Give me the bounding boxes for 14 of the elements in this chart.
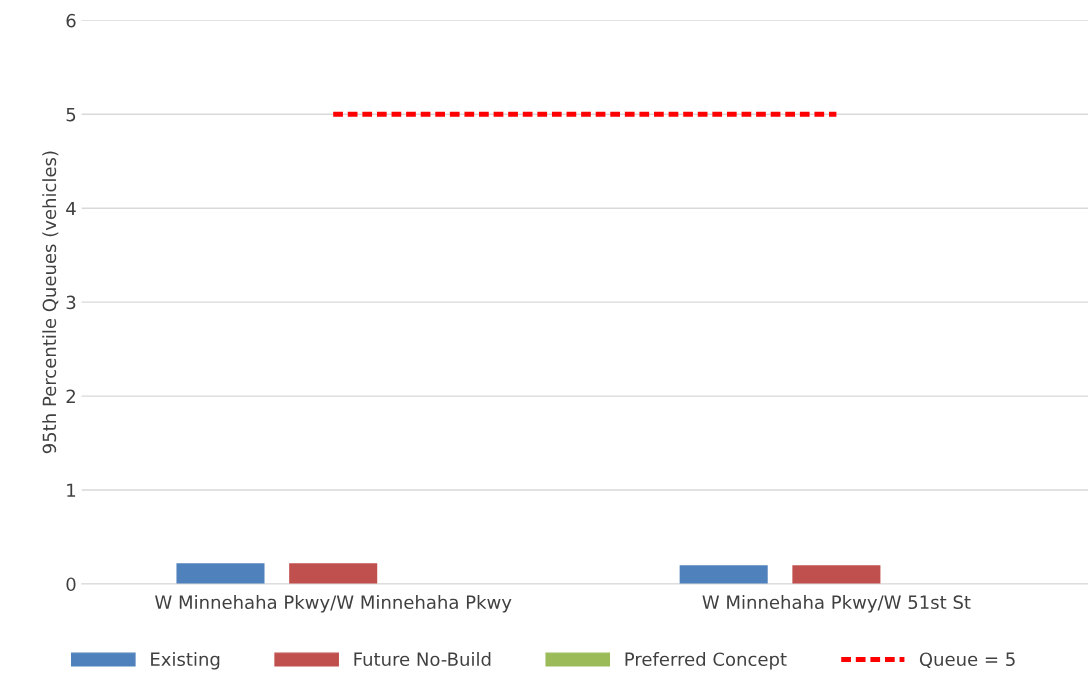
- x-tick-label: W Minnehaha Pkwy/W 51st St: [702, 595, 971, 613]
- legend-label: Queue = 5: [919, 652, 1015, 669]
- legend-label: Future No-Build: [354, 652, 491, 667]
- y-tick-label: 5: [66, 107, 76, 122]
- y-tick-label: 2: [66, 389, 75, 403]
- y-tick-label: 0: [66, 577, 76, 592]
- y-axis-title: 95th Percentile Queues (vehicles): [42, 151, 59, 454]
- y-tick-label: 3: [66, 295, 76, 310]
- legend-label: Preferred Concept: [625, 652, 787, 670]
- y-tick-label: 1: [67, 483, 76, 497]
- x-tick-label: W Minnehaha Pkwy/W Minnehaha Pkwy: [155, 595, 512, 613]
- legend-label: Existing: [151, 652, 220, 670]
- y-tick-label: 4: [66, 201, 76, 216]
- y-tick-label: 6: [66, 13, 76, 28]
